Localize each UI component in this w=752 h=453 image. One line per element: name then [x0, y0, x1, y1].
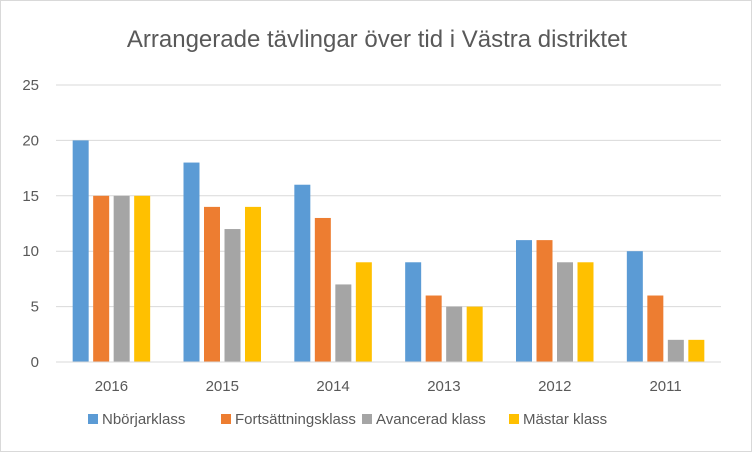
y-tick-label: 10 — [22, 243, 39, 260]
chart-title: Arrangerade tävlingar över tid i Västra … — [127, 26, 628, 53]
bar-2015-2 — [204, 206, 220, 362]
x-tick-label: 2016 — [95, 378, 128, 395]
bar-2015-4 — [245, 206, 261, 362]
bar-2014-3 — [335, 284, 352, 362]
y-tick-label: 20 — [22, 132, 39, 149]
bar-2013-1 — [405, 262, 422, 362]
legend-swatch — [362, 414, 372, 424]
bar-2011-2 — [647, 295, 664, 362]
legend-label: Avancerad klass — [376, 411, 486, 428]
bar-2014-2 — [314, 217, 331, 362]
bars — [72, 140, 705, 362]
bar-2012-3 — [557, 262, 573, 362]
bar-2013-4 — [466, 306, 483, 362]
legend-swatch — [88, 414, 98, 424]
y-tick-label: 0 — [31, 354, 39, 371]
bar-2011-4 — [688, 339, 705, 362]
y-axis-ticks: 0 5 10 15 20 25 — [22, 77, 39, 371]
x-tick-label: 2011 — [649, 378, 681, 395]
legend-label: Fortsättningsklass — [235, 411, 356, 428]
bar-2016-1 — [72, 140, 89, 362]
legend-label: Nbörjarklass — [102, 411, 185, 428]
bar-2011-3 — [667, 339, 684, 362]
bar-2016-3 — [113, 195, 130, 362]
legend-swatch — [221, 414, 231, 424]
y-tick-label: 5 — [31, 299, 39, 316]
legend-label: Mästar klass — [523, 411, 607, 428]
bar-2012-1 — [516, 240, 532, 362]
x-tick-label: 2012 — [538, 378, 571, 395]
bar-2013-2 — [425, 295, 442, 362]
x-tick-label: 2013 — [427, 378, 460, 395]
x-tick-label: 2014 — [316, 378, 349, 395]
bar-2014-1 — [294, 184, 311, 362]
y-tick-label: 25 — [22, 77, 39, 94]
bar-2015-1 — [183, 162, 200, 362]
legend-swatch — [509, 414, 519, 424]
bar-2012-4 — [577, 262, 594, 362]
bar-2012-2 — [536, 240, 553, 362]
x-axis-ticks: 2016 2015 2014 2013 2012 2011 — [95, 378, 682, 395]
bar-2016-2 — [93, 195, 110, 362]
bar-2013-3 — [446, 306, 463, 362]
x-tick-label: 2015 — [206, 378, 239, 395]
y-tick-label: 15 — [22, 188, 39, 205]
bar-2014-4 — [355, 262, 372, 362]
gridlines — [56, 84, 721, 308]
legend: Nbörjarklass Fortsättningsklass Avancerad … — [88, 411, 607, 428]
bar-2015-3 — [224, 229, 241, 362]
bar-2011-1 — [626, 251, 643, 362]
bar-2016-4 — [134, 195, 151, 362]
